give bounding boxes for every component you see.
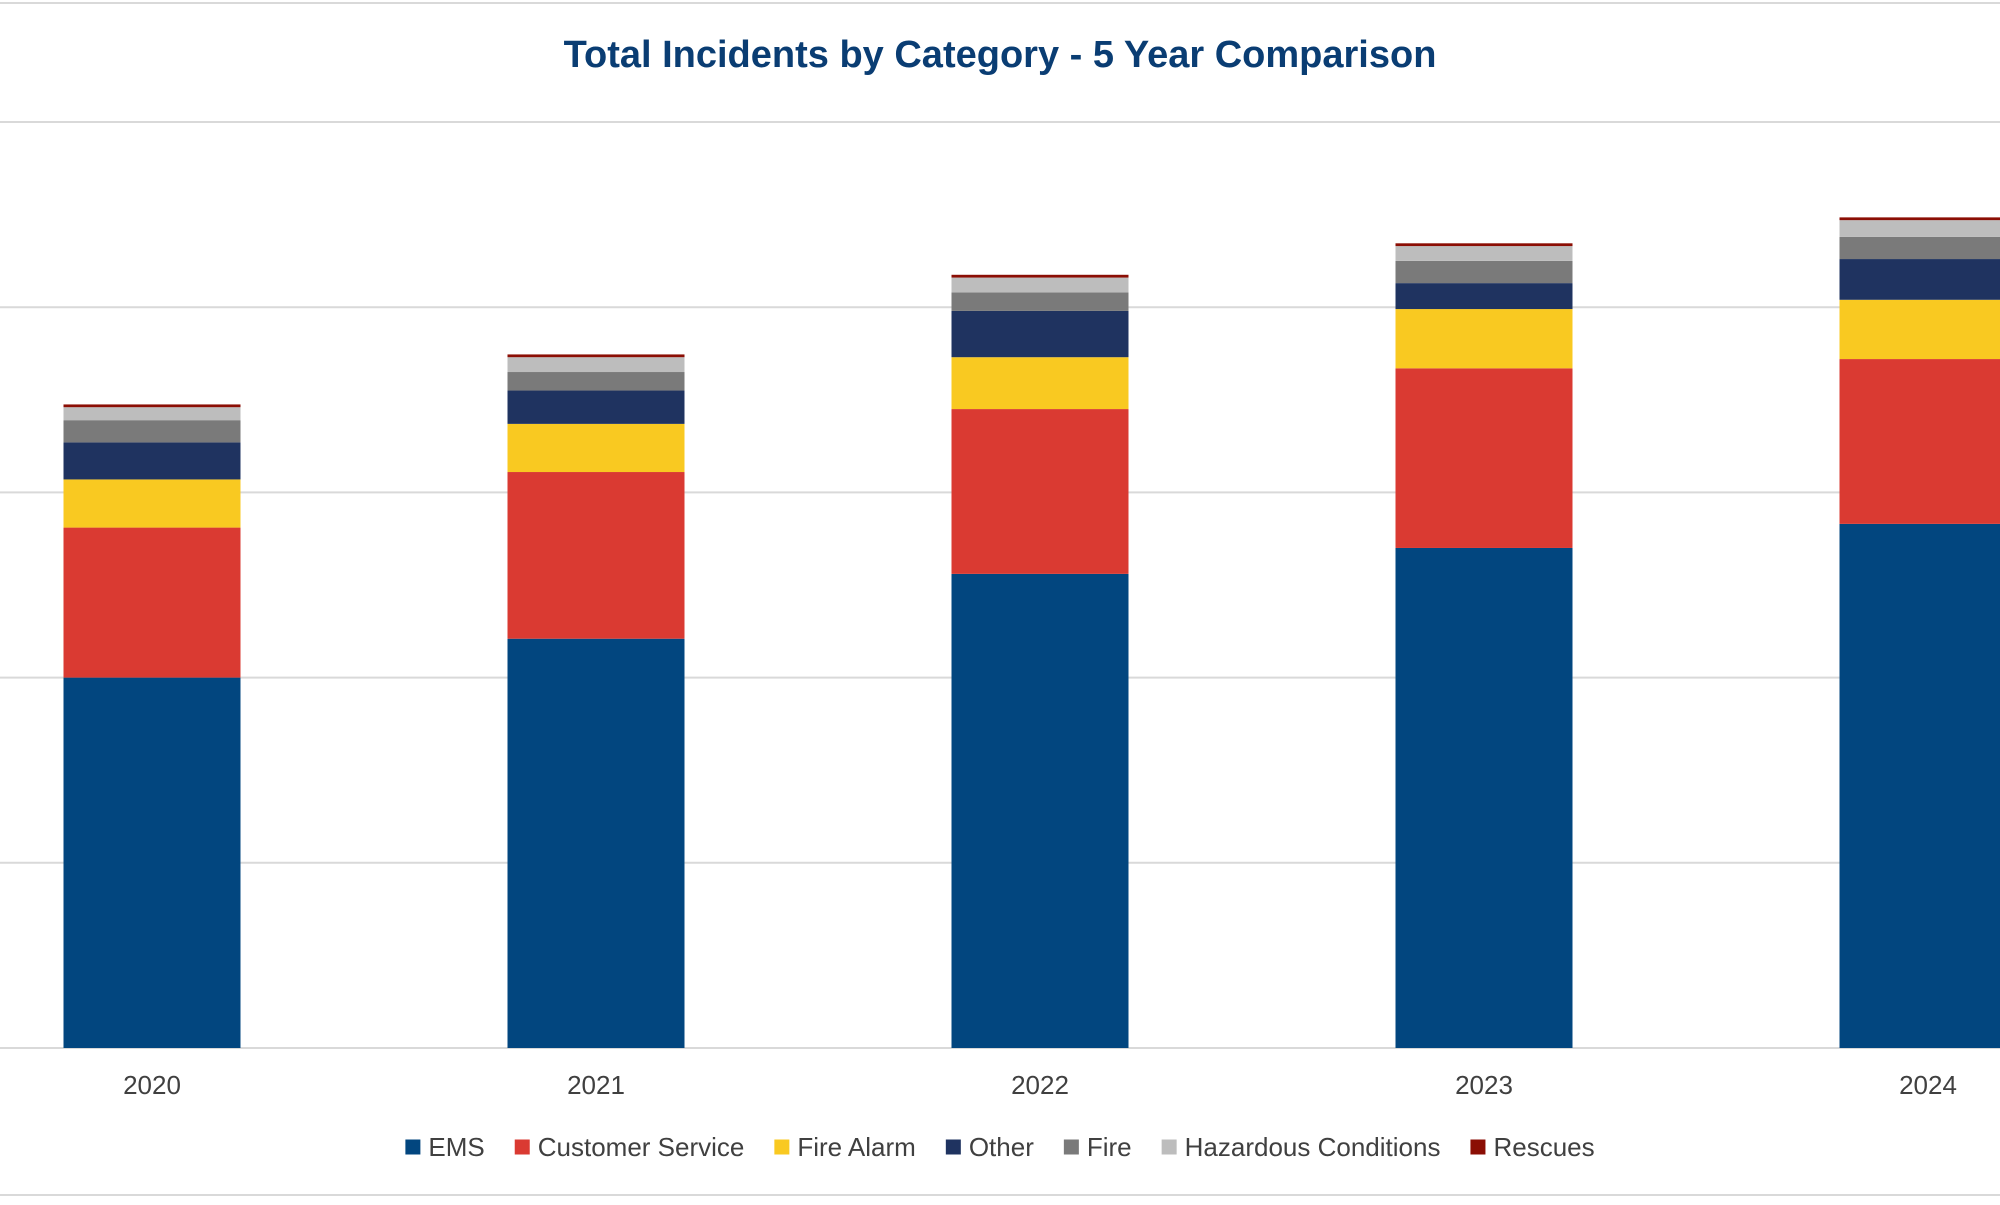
bar-2024-fire	[1840, 237, 2000, 259]
legend-item-fire-alarm: Fire Alarm	[774, 1132, 915, 1162]
x-tick-label: 2024	[1899, 1070, 1957, 1100]
bar-2023-fire	[1396, 261, 1573, 283]
legend-label: Fire	[1087, 1132, 1132, 1162]
bar-2023-hazardous-conditions	[1396, 246, 1573, 261]
legend-label: Rescues	[1493, 1132, 1594, 1162]
legend-swatch	[405, 1140, 420, 1155]
bar-2022-fire-alarm	[952, 357, 1129, 409]
x-tick-label: 2021	[567, 1070, 625, 1100]
legend-swatch	[515, 1140, 530, 1155]
legend-label: EMS	[428, 1132, 484, 1162]
legend-swatch	[1162, 1140, 1177, 1155]
bar-2020-rescues	[64, 404, 241, 407]
x-axis-tick-labels: 2020 2021 2022 2023 2024	[123, 1070, 1957, 1100]
legend-item-rescues: Rescues	[1470, 1132, 1594, 1162]
bar-2023-customer-service	[1396, 368, 1573, 548]
legend-item-fire: Fire	[1064, 1132, 1132, 1162]
bar-2024-hazardous-conditions	[1840, 220, 2000, 237]
bar-2022-fire	[952, 292, 1129, 311]
bar-2022-rescues	[952, 275, 1129, 278]
legend-item-customer-service: Customer Service	[515, 1132, 745, 1162]
bar-2021-fire	[508, 372, 685, 391]
legend-swatch	[1470, 1140, 1485, 1155]
bar-2022-ems	[952, 574, 1129, 1048]
bar-2022-hazardous-conditions	[952, 278, 1129, 293]
bar-2024-other	[1840, 259, 2000, 300]
bar-2024-fire-alarm	[1840, 300, 2000, 359]
bar-2021-rescues	[508, 354, 685, 357]
legend-label: Other	[969, 1132, 1034, 1162]
bar-2023-fire-alarm	[1396, 309, 1573, 368]
x-tick-label: 2023	[1455, 1070, 1513, 1100]
legend-label: Customer Service	[538, 1132, 745, 1162]
x-tick-label: 2020	[123, 1070, 181, 1100]
legend-item-hazardous-conditions: Hazardous Conditions	[1162, 1132, 1441, 1162]
bar-2020-customer-service	[64, 528, 241, 678]
legend-swatch	[946, 1140, 961, 1155]
chart-title: Total Incidents by Category - 5 Year Com…	[564, 34, 1437, 76]
bar-2020-fire-alarm	[64, 479, 241, 527]
bar-2023-rescues	[1396, 243, 1573, 246]
legend-swatch	[774, 1140, 789, 1155]
bar-2021-customer-service	[508, 472, 685, 639]
bar-2022-other	[952, 311, 1129, 357]
bar-2024-ems	[1840, 524, 2000, 1048]
bar-2024-customer-service	[1840, 359, 2000, 524]
bar-2021-fire-alarm	[508, 424, 685, 472]
legend-item-other: Other	[946, 1132, 1034, 1162]
bar-2022-customer-service	[952, 409, 1129, 574]
bar-2021-hazardous-conditions	[508, 357, 685, 372]
bar-2020-fire	[64, 420, 241, 442]
legend: EMS Customer Service Fire Alarm Other Fire Ha…	[405, 1132, 1594, 1162]
bar-2020-hazardous-conditions	[64, 407, 241, 420]
bar-2021-other	[508, 391, 685, 424]
bars	[64, 217, 2000, 1048]
bar-2020-ems	[64, 678, 241, 1048]
legend-label: Hazardous Conditions	[1185, 1132, 1441, 1162]
bar-2024-rescues	[1840, 217, 2000, 220]
bar-2020-other	[64, 442, 241, 479]
bar-2023-other	[1396, 283, 1573, 309]
legend-swatch	[1064, 1140, 1079, 1155]
bar-2021-ems	[508, 639, 685, 1048]
legend-label: Fire Alarm	[797, 1132, 915, 1162]
x-tick-label: 2022	[1011, 1070, 1069, 1100]
bar-2023-ems	[1396, 548, 1573, 1048]
legend-item-ems: EMS	[405, 1132, 484, 1162]
